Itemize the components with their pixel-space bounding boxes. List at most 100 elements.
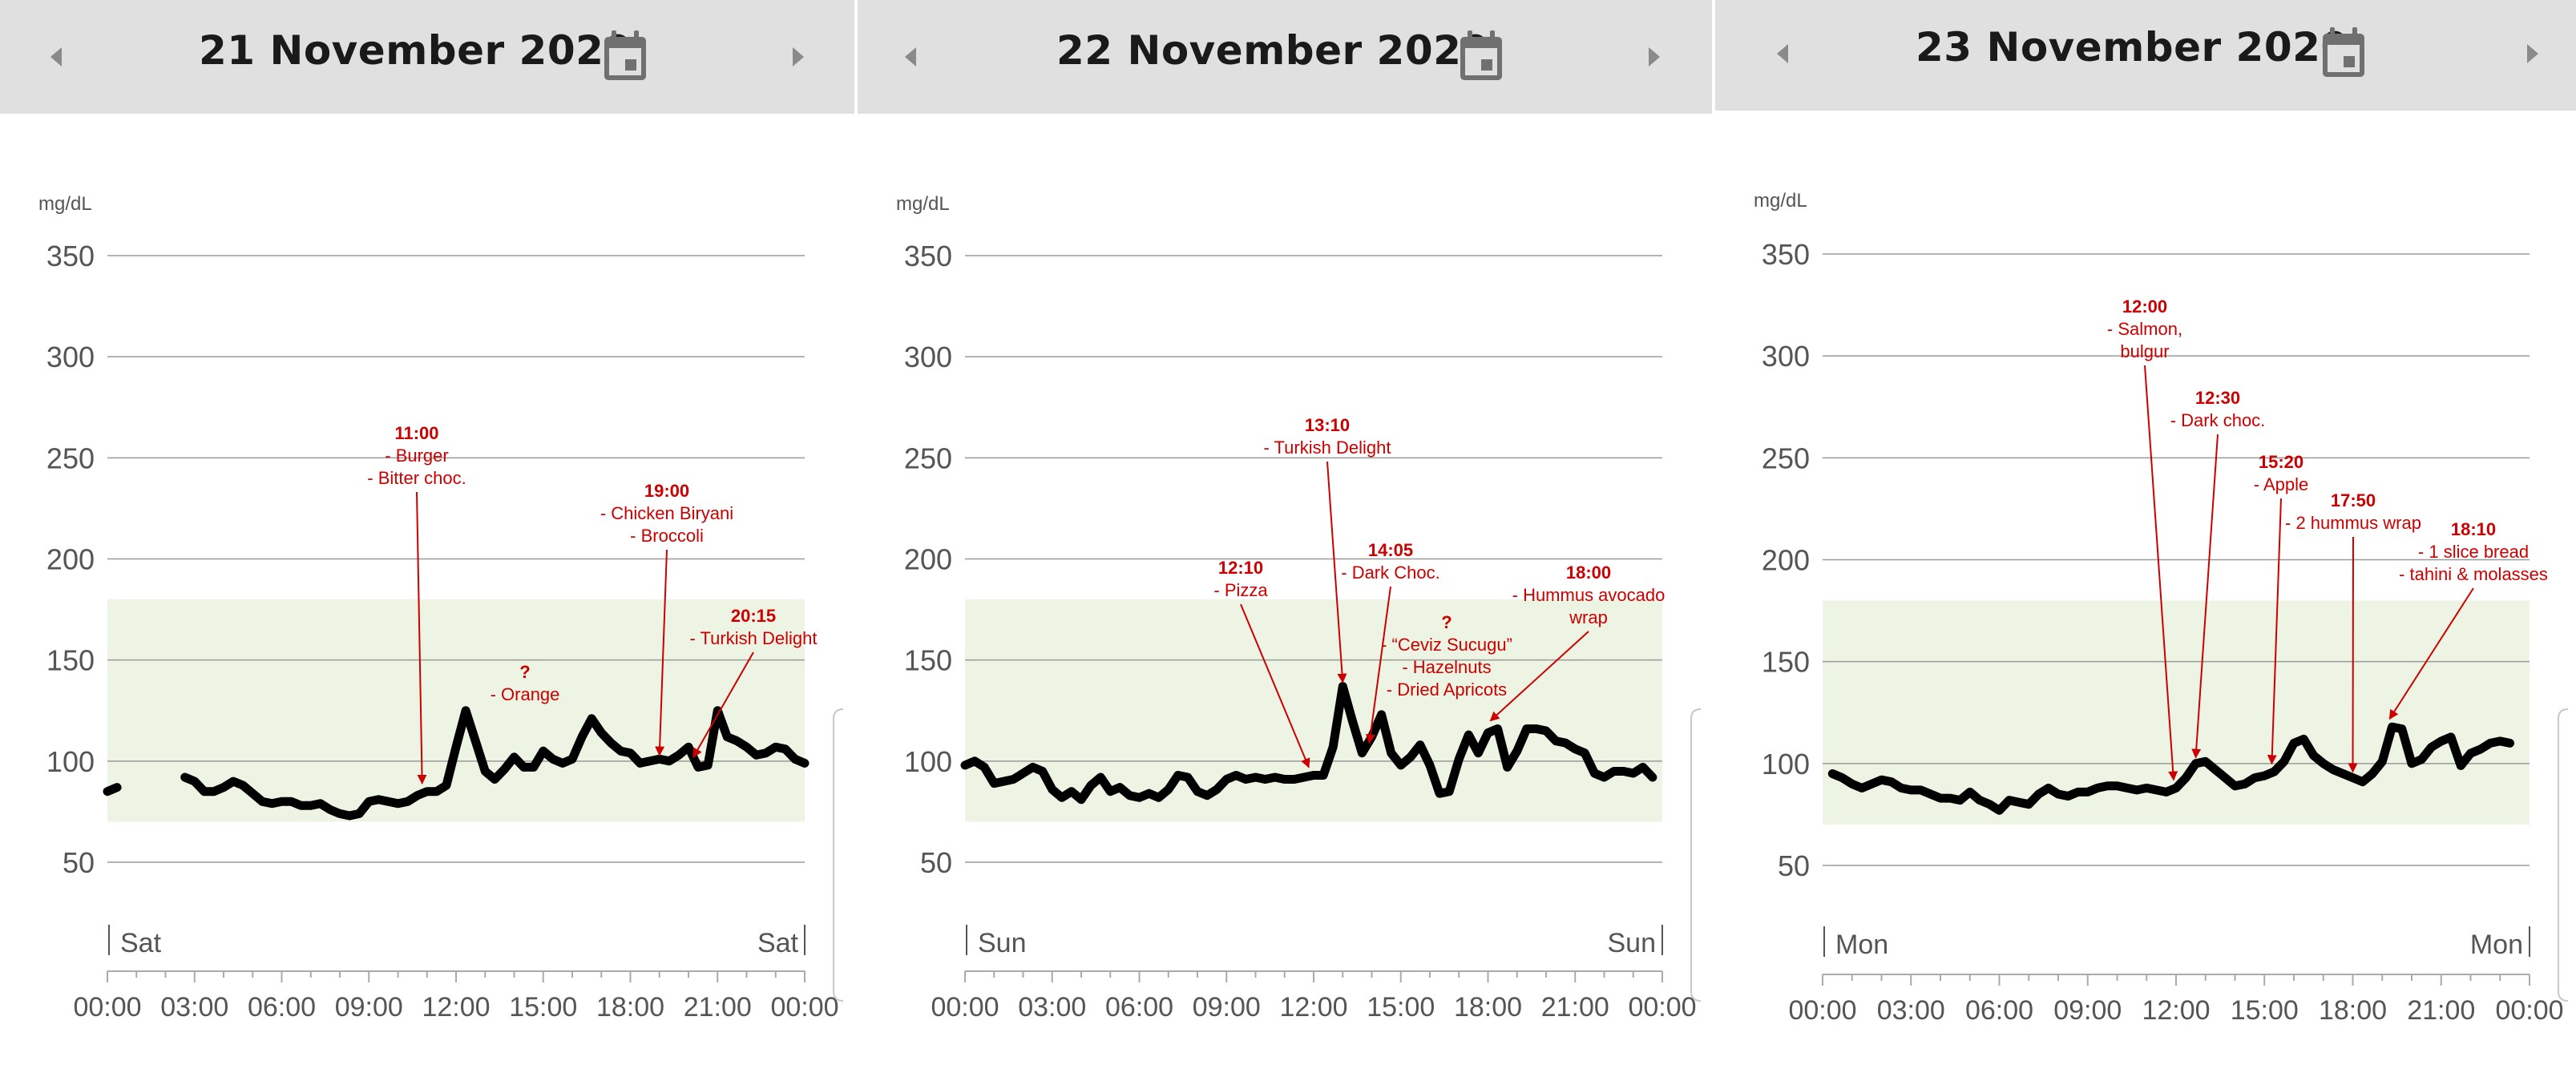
- annotation-time: 15:20: [2259, 452, 2303, 472]
- x-tick-label: 00:00: [2495, 995, 2563, 1026]
- day-start-label: Mon: [1835, 930, 1888, 960]
- glucose-chart: 50 100 150 200 250 300 350 mg/dL 00:00 03:00 06:00…: [1754, 190, 2569, 1026]
- annotation-item: - Bitter choc.: [367, 468, 466, 488]
- x-tick-label: 12:00: [422, 992, 490, 1022]
- scroll-edge-indicator: [1690, 708, 1702, 1002]
- x-tick-label: 18:00: [2319, 995, 2387, 1026]
- annotation-arrow: [1365, 586, 1391, 744]
- x-tick-label: 12:00: [2142, 995, 2210, 1026]
- next-day-button[interactable]: [2510, 32, 2554, 75]
- annotation-arrow: [2144, 365, 2178, 781]
- annotation-item: - Hummus avocado: [1512, 585, 1666, 605]
- annotation-arrow: [1240, 603, 1310, 768]
- annotation-time: ?: [1441, 612, 1452, 632]
- day-end-label: Mon: [2470, 930, 2523, 960]
- annotation-time: 12:30: [2195, 388, 2240, 408]
- y-axis-unit: mg/dL: [896, 193, 950, 215]
- y-tick-label: 250: [904, 442, 952, 474]
- annotation-item: - Chicken Biryani: [600, 503, 733, 523]
- x-tick-label: 21:00: [1541, 992, 1609, 1022]
- calendar-icon: [604, 30, 646, 80]
- annotation-arrow: [2348, 536, 2358, 773]
- date-header: 21 November 2020: [0, 0, 854, 114]
- y-tick-label: 150: [46, 644, 95, 677]
- y-tick-label: 50: [920, 846, 952, 879]
- calendar-button[interactable]: [2318, 26, 2369, 82]
- chevron-left-icon: [50, 47, 62, 67]
- x-tick-label: 21:00: [684, 992, 752, 1022]
- y-tick-label: 200: [904, 543, 952, 576]
- annotation-item: - tahini & molasses: [2399, 564, 2548, 584]
- y-tick-label: 150: [904, 644, 952, 677]
- annotation-time: 12:00: [2122, 296, 2167, 317]
- annotation-time: 20:15: [731, 606, 776, 626]
- y-tick-label: 300: [1762, 340, 1810, 373]
- x-tick-label: 06:00: [248, 992, 316, 1022]
- annotation-time: ?: [519, 662, 530, 682]
- y-tick-label: 300: [904, 341, 952, 373]
- annotation-arrow: [1326, 461, 1347, 684]
- glucose-chart: 50 100 150 200 250 300 350 mg/dL 00:00 03:00 06:00…: [38, 193, 844, 1022]
- y-axis-unit: mg/dL: [1754, 190, 1807, 212]
- annotation-item: - Pizza: [1213, 580, 1268, 600]
- prev-day-button[interactable]: [1762, 32, 1805, 75]
- annotation-arrow: [2267, 498, 2282, 765]
- annotation-time: 17:50: [2331, 490, 2376, 510]
- x-tick-label: 00:00: [73, 992, 141, 1022]
- y-tick-label: 150: [1762, 646, 1810, 679]
- x-tick-label: 18:00: [1454, 992, 1522, 1022]
- annotation-arrow: [692, 651, 754, 758]
- x-tick-label: 15:00: [1367, 992, 1435, 1022]
- day-panel-3: 23 November 2020 50 100 150 200 250 300 350 mg/…: [1715, 0, 2576, 1085]
- annotation-arrow: [416, 491, 427, 785]
- annotation-time: 12:10: [1218, 558, 1263, 578]
- annotation-time: 18:10: [2451, 519, 2496, 539]
- annotation-time: 18:00: [1566, 563, 1611, 583]
- annotation-item: - Hazelnuts: [1402, 657, 1491, 677]
- y-tick-label: 350: [904, 240, 952, 272]
- chevron-left-icon: [905, 47, 916, 67]
- next-day-button[interactable]: [1632, 35, 1675, 79]
- annotation-arrow: [2191, 434, 2219, 759]
- target-range-band: [965, 599, 1662, 822]
- y-tick-label: 100: [46, 745, 95, 778]
- annotation-item: - Broccoli: [630, 526, 704, 546]
- chevron-right-icon: [793, 47, 804, 67]
- x-tick-label: 00:00: [931, 992, 999, 1022]
- x-tick-label: 21:00: [2407, 995, 2475, 1026]
- date-title: 22 November 2020: [1056, 27, 1490, 74]
- y-tick-label: 250: [1762, 442, 1810, 474]
- y-tick-label: 100: [904, 745, 952, 778]
- annotation-item: - Burger: [385, 446, 448, 466]
- y-tick-label: 100: [1762, 748, 1810, 780]
- y-tick-label: 50: [63, 846, 95, 879]
- x-tick-label: 00:00: [770, 992, 838, 1022]
- glucose-series-line: [180, 706, 810, 821]
- calendar-button[interactable]: [600, 29, 651, 85]
- date-header: 23 November 2020: [1715, 0, 2576, 111]
- annotation-item: - Salmon,: [2107, 319, 2182, 339]
- x-tick-label: 06:00: [1105, 992, 1173, 1022]
- y-tick-label: 300: [46, 341, 95, 373]
- y-tick-label: 350: [46, 240, 95, 272]
- annotation-time: 14:05: [1368, 540, 1413, 560]
- calendar-icon: [1460, 30, 1502, 80]
- annotation-item: - “Ceviz Sucugu”: [1381, 635, 1512, 655]
- next-day-button[interactable]: [776, 35, 819, 79]
- prev-day-button[interactable]: [890, 35, 933, 79]
- x-tick-label: 09:00: [335, 992, 403, 1022]
- prev-day-button[interactable]: [35, 35, 79, 79]
- calendar-button[interactable]: [1456, 29, 1507, 85]
- x-tick-label: 03:00: [1018, 992, 1086, 1022]
- x-tick-label: 15:00: [2231, 995, 2299, 1026]
- annotation-item: - Dark Choc.: [1341, 563, 1439, 583]
- chevron-right-icon: [2527, 44, 2538, 63]
- annotation-item: - Dark choc.: [2170, 410, 2266, 430]
- date-title: 21 November 2020: [199, 27, 632, 74]
- day-start-label: Sun: [978, 928, 1027, 958]
- x-tick-label: 03:00: [160, 992, 228, 1022]
- x-tick-label: 03:00: [1877, 995, 1945, 1026]
- x-tick-label: 00:00: [1628, 992, 1696, 1022]
- day-start-label: Sat: [120, 928, 162, 958]
- chevron-right-icon: [1649, 47, 1660, 67]
